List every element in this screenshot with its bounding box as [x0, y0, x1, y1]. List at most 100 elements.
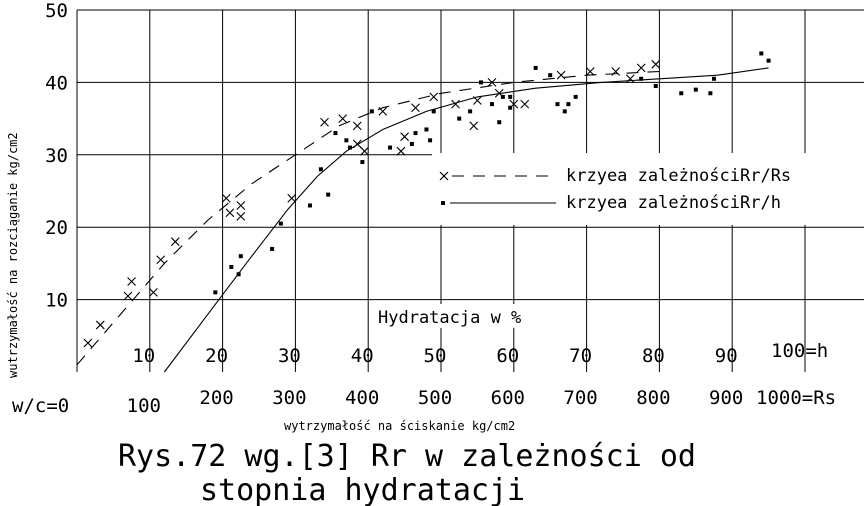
data-point-x: [469, 121, 479, 131]
y-tick-labels: 10 20 30 40 50: [45, 0, 68, 312]
y-axis-label: wutrzymałość na rozciąganie kg/cm2: [6, 132, 20, 378]
hydration-tick-labels: 10 20 30 40 50 60 70 80 90: [132, 345, 737, 367]
data-point-dot: [388, 145, 393, 150]
rs-axis-end-label: 1000=Rs: [756, 387, 836, 409]
h-axis-end-label: 100=h: [771, 340, 828, 362]
chart-subtitle: stopnia hydratacji: [200, 473, 525, 506]
data-point-dot: [229, 265, 234, 270]
data-point-dot: [238, 254, 243, 259]
rs-tick-label: 500: [418, 387, 452, 409]
h-tick-label: 70: [569, 345, 592, 367]
data-point-dot: [348, 145, 352, 150]
chart-markers: [83, 51, 771, 348]
data-point-x: [360, 146, 369, 156]
chart-title: Rys.72 wg.[3] Rr w zależności od: [118, 439, 696, 474]
data-point-dot: [333, 131, 338, 136]
data-point-dot: [693, 87, 698, 92]
data-point-x: [156, 255, 166, 265]
y-tick-label: 30: [45, 145, 68, 167]
h-tick-label: 60: [496, 345, 519, 367]
data-point-dot: [548, 73, 553, 78]
data-point-x: [123, 291, 133, 301]
data-point-x: [429, 92, 439, 102]
data-point-dot: [500, 94, 505, 99]
curve-rr-h: [163, 67, 769, 373]
data-point-dot: [555, 102, 560, 107]
data-point-x: [83, 338, 93, 348]
data-point-x: [400, 132, 409, 142]
data-point-dot: [236, 272, 241, 277]
data-point-dot: [508, 94, 513, 99]
rs-tick-label: 300: [272, 387, 306, 409]
legend-label-rr-h: krzyea zależnościRr/h: [566, 193, 781, 213]
data-point-dot: [562, 109, 567, 114]
rs-tick-labels: 100 200 300 400 500 600 700 800 900: [127, 387, 744, 417]
data-point-dot: [213, 290, 218, 295]
data-point-x: [487, 78, 497, 87]
data-point-dot: [457, 116, 462, 121]
legend-marker-x: [439, 171, 449, 181]
data-point-dot: [326, 192, 331, 197]
data-point-dot: [573, 94, 578, 99]
legend-background: [432, 153, 864, 225]
h-tick-label: 10: [132, 345, 155, 367]
x-axis-label: wytrzymałość na ściskanie kg/cm2: [284, 419, 515, 433]
data-point-x: [611, 67, 621, 76]
data-point-dot: [497, 120, 502, 125]
data-point-dot: [409, 141, 414, 146]
w-c-label: w/c=0: [12, 395, 69, 417]
y-tick-label: 40: [45, 72, 68, 94]
data-point-dot: [479, 80, 484, 85]
data-point-dot: [413, 131, 418, 136]
data-point-x: [556, 70, 566, 80]
legend-label-rr-rs: krzyea zależnościRr/Rs: [566, 166, 791, 186]
data-point-x: [225, 208, 235, 218]
h-tick-label: 30: [278, 345, 301, 367]
data-point-x: [170, 237, 180, 247]
data-point-x: [411, 103, 420, 113]
data-point-dot: [344, 138, 349, 143]
data-point-x: [127, 277, 136, 286]
data-point-dot: [369, 109, 374, 114]
data-point-dot: [508, 105, 513, 110]
data-point-dot: [278, 221, 283, 226]
legend: krzyea zależnościRr/Rs krzyea zależności…: [439, 166, 791, 213]
rs-tick-label: 400: [345, 387, 379, 409]
legend-marker-dot: [441, 201, 445, 205]
data-point-x: [95, 320, 105, 330]
data-point-dot: [712, 76, 716, 81]
data-point-x: [396, 146, 406, 156]
data-point-x: [221, 193, 231, 203]
h-tick-label: 80: [642, 345, 665, 367]
data-point-dot: [566, 102, 571, 107]
rs-tick-label: 700: [563, 387, 597, 409]
data-point-x: [520, 99, 530, 109]
h-tick-label: 90: [715, 345, 738, 367]
data-point-dot: [360, 160, 365, 165]
data-point-dot: [639, 76, 644, 81]
rs-tick-label: 100: [127, 395, 161, 417]
y-tick-label: 10: [45, 290, 68, 312]
rs-tick-label: 600: [491, 387, 525, 409]
data-point-x: [651, 59, 661, 69]
h-tick-label: 50: [424, 345, 447, 367]
data-point-dot: [318, 167, 323, 172]
data-point-x: [338, 114, 348, 123]
data-point-dot: [270, 246, 275, 251]
data-point-dot: [679, 91, 684, 96]
h-tick-label: 20: [205, 345, 228, 367]
rs-tick-label: 800: [636, 387, 670, 409]
inner-label-background: [370, 304, 580, 328]
data-point-dot: [708, 91, 713, 96]
data-point-x: [585, 67, 595, 76]
data-point-dot: [431, 109, 436, 114]
rs-tick-label: 900: [709, 387, 743, 409]
data-point-x: [287, 193, 297, 203]
y-tick-label: 20: [45, 217, 68, 239]
data-point-x: [149, 287, 158, 297]
h-tick-label: 40: [351, 345, 374, 367]
data-point-dot: [489, 102, 494, 107]
curve-rr-rs: [76, 70, 660, 366]
data-point-x: [625, 74, 635, 84]
